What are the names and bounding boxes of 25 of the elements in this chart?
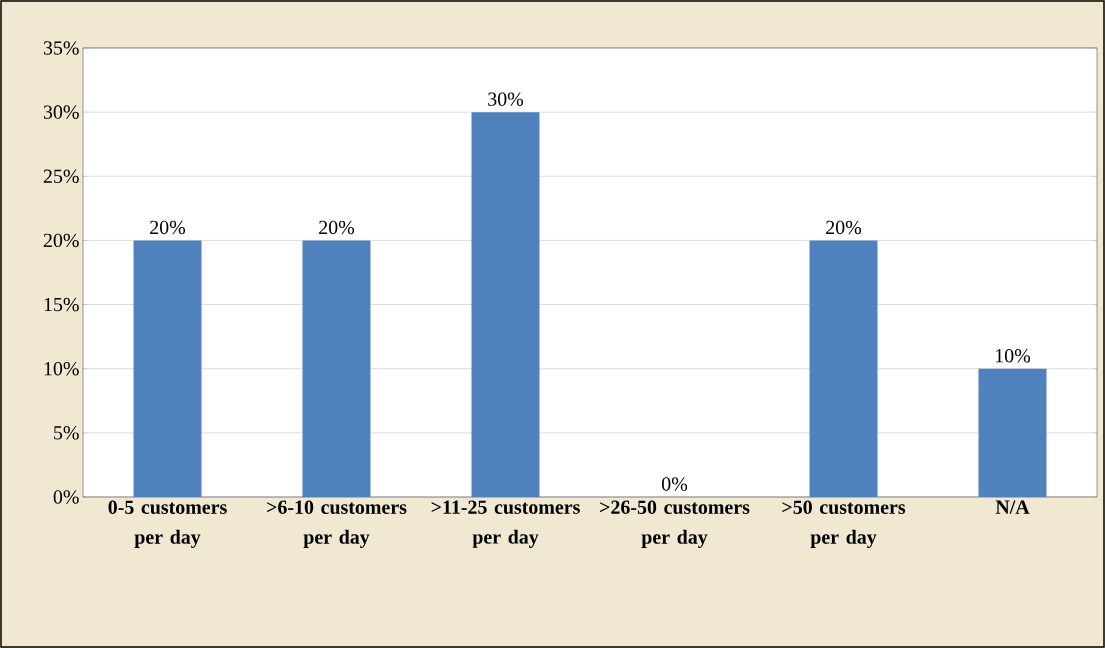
data-label: 0% <box>661 477 688 491</box>
bar <box>978 368 1047 497</box>
y-tick-label: 15% <box>44 297 79 312</box>
y-tick-label: 5% <box>54 426 79 440</box>
y-tick-label: 10% <box>44 361 79 376</box>
data-label: 20% <box>319 220 355 235</box>
data-label: 20% <box>826 220 862 235</box>
x-tick-label: >50 customers per day <box>782 500 906 548</box>
x-tick-label: >26-50 customers per day <box>600 500 750 548</box>
bar <box>809 240 878 497</box>
data-label: 10% <box>995 348 1031 363</box>
y-tick-label: 25% <box>43 169 79 184</box>
bar <box>133 240 202 497</box>
y-tick-label: 35% <box>43 41 79 55</box>
x-tick-label: >11-25 customers per day <box>431 500 580 548</box>
bar <box>302 240 371 497</box>
y-tick-label: 30% <box>43 105 79 119</box>
y-tick-label: 0% <box>53 490 79 504</box>
x-tick-label: N/A <box>995 500 1030 514</box>
bar <box>471 112 540 497</box>
y-tick-label: 20% <box>43 233 79 248</box>
data-label: 30% <box>488 92 524 106</box>
x-tick-label: >6-10 customers per day <box>267 500 407 548</box>
x-tick-label: 0-5 customers per day <box>108 500 227 548</box>
data-label: 20% <box>150 220 186 235</box>
